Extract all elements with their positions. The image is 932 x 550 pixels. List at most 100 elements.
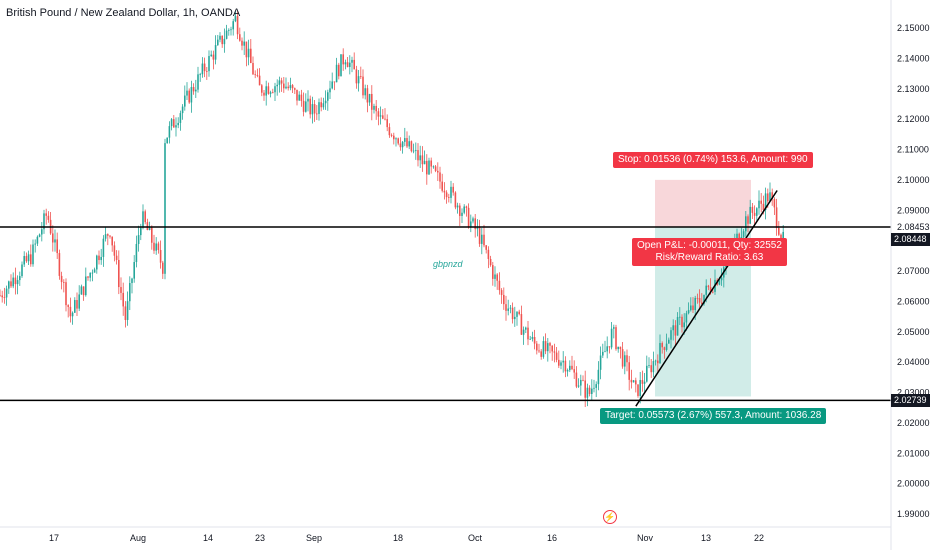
candle-body <box>208 56 210 72</box>
candle-body <box>681 316 683 328</box>
candle-body <box>742 231 745 238</box>
candle-body <box>472 218 474 222</box>
candle-body <box>478 227 481 244</box>
candle-body <box>285 86 287 89</box>
candle-body <box>214 45 217 60</box>
price-tick-label: 2.06000 <box>897 296 930 306</box>
candle-body <box>52 233 54 243</box>
candle-body <box>718 280 721 285</box>
candle-body <box>571 365 573 370</box>
candle-body <box>41 229 43 235</box>
candle-body <box>349 62 351 68</box>
candle-body <box>364 88 366 96</box>
candle-body <box>668 339 670 344</box>
price-tick-label: 2.09000 <box>897 205 930 215</box>
candlestick-series <box>0 10 784 408</box>
candle-body <box>709 287 712 292</box>
candle-body <box>245 41 248 58</box>
candle-body <box>331 81 333 89</box>
candle-body <box>643 381 646 384</box>
candle-body <box>604 351 606 353</box>
candle-body <box>280 80 283 84</box>
candle-body <box>153 242 155 251</box>
candle-body <box>54 239 56 243</box>
candle-body <box>593 387 595 389</box>
candle-body <box>707 285 710 288</box>
candle-body <box>419 155 421 161</box>
candle-body <box>522 329 525 335</box>
time-axis: 17 Aug 14 23 Sep 18 Oct 16 Nov 13 22 <box>49 533 764 543</box>
candle-body <box>382 115 384 119</box>
candle-body <box>96 255 98 270</box>
candle-body <box>672 325 674 331</box>
chart-annotation[interactable]: gbpnzd <box>433 259 463 269</box>
candle-body <box>621 349 624 367</box>
candle-body <box>327 92 329 101</box>
candle-body <box>454 192 457 208</box>
chart-title: British Pound / New Zealand Dollar, 1h, … <box>6 7 241 19</box>
candle-body <box>377 111 380 117</box>
support-price-tag: 2.02739 <box>891 394 930 407</box>
candle-body <box>597 369 600 385</box>
candle-body <box>560 362 562 366</box>
candle-body <box>173 119 175 128</box>
candle-body <box>47 215 50 220</box>
candle-body <box>536 343 538 351</box>
candle-body <box>676 317 679 336</box>
candle-body <box>256 74 259 76</box>
candle-body <box>769 192 771 202</box>
price-tick-label: 2.01000 <box>897 448 930 458</box>
candle-body <box>698 298 701 303</box>
candle-body <box>401 141 404 148</box>
candle-body <box>756 208 758 216</box>
candle-body <box>591 388 593 394</box>
candle-body <box>186 90 188 96</box>
candle-body <box>663 347 666 350</box>
candle-body <box>78 294 80 309</box>
candle-body <box>56 239 58 254</box>
candle-body <box>439 172 441 182</box>
candle-body <box>599 355 602 370</box>
candle-body <box>159 250 162 263</box>
candle-body <box>283 83 285 89</box>
candle-body <box>452 186 454 193</box>
candle-body <box>674 325 677 336</box>
uptrend-line[interactable] <box>635 190 778 407</box>
candle-body <box>426 160 428 175</box>
candle-body <box>417 150 419 161</box>
candle-body <box>302 100 305 112</box>
lightning-icon[interactable]: ⚡ <box>603 510 617 524</box>
candle-body <box>498 280 501 291</box>
candle-body <box>511 307 514 320</box>
candle-body <box>113 245 116 256</box>
candle-body <box>461 212 463 216</box>
target-label[interactable]: Target: 0.05573 (2.67%) 557.3, Amount: 1… <box>600 408 827 424</box>
candle-body <box>428 160 430 175</box>
candle-body <box>195 89 197 92</box>
stop-loss-zone[interactable] <box>655 179 751 227</box>
open-pnl-label[interactable]: Open P&L: -0.00011, Qty: 32552 Risk/Rewa… <box>632 238 787 266</box>
candle-body <box>124 306 127 320</box>
candle-body <box>408 141 410 147</box>
candle-body <box>485 245 487 250</box>
open-pnl-text: Open P&L: -0.00011, Qty: 32552 <box>637 240 782 251</box>
candle-body <box>76 300 78 309</box>
candle-body <box>177 122 179 126</box>
candle-body <box>278 80 281 85</box>
candle-body <box>544 341 547 352</box>
candle-body <box>63 282 65 283</box>
candle-body <box>762 203 765 210</box>
candle-body <box>346 62 349 68</box>
candle-body <box>82 286 85 296</box>
candle-body <box>69 306 72 317</box>
candle-body <box>670 330 672 340</box>
candle-body <box>60 275 63 283</box>
stop-label[interactable]: Stop: 0.01536 (0.74%) 153.6, Amount: 990 <box>613 152 813 168</box>
candle-body <box>580 379 582 386</box>
candle-body <box>483 234 485 246</box>
price-tick-label: 2.12000 <box>897 114 930 124</box>
candle-body <box>773 199 776 208</box>
candle-body <box>146 222 149 230</box>
candle-body <box>542 341 545 357</box>
